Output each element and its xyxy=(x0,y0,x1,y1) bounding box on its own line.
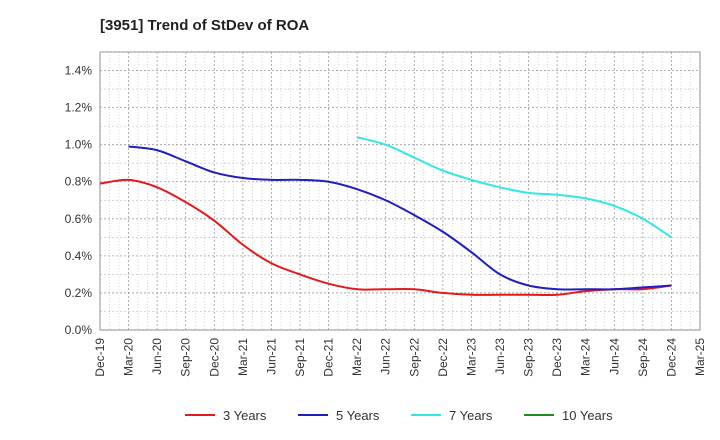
x-tick-label: Jun-24 xyxy=(607,338,621,375)
y-tick-label: 0.4% xyxy=(65,249,93,263)
x-tick-label: Dec-22 xyxy=(436,338,450,377)
x-tick-label: Dec-21 xyxy=(322,338,336,377)
series-line-3-years xyxy=(99,178,672,297)
x-tick-label: Sep-21 xyxy=(293,338,307,377)
y-tick-label: 1.0% xyxy=(65,138,93,152)
x-tick-label: Dec-19 xyxy=(93,338,107,377)
y-axis: 0.0% 0.2% 0.4% 0.6% 0.8% 1.0% 1.2% 1.4% xyxy=(65,64,93,337)
x-tick-label: Dec-23 xyxy=(550,338,564,377)
x-tick-label: Dec-20 xyxy=(207,338,221,377)
y-tick-label: 0.6% xyxy=(65,212,93,226)
y-tick-label: 1.2% xyxy=(65,101,93,115)
x-tick-label: Jun-22 xyxy=(379,338,393,375)
legend-label-3-years: 3 Years xyxy=(223,408,267,423)
series-lines xyxy=(99,136,672,297)
series-line-5-years xyxy=(128,145,672,291)
x-tick-label: Mar-21 xyxy=(236,338,250,376)
x-tick-label: Sep-20 xyxy=(179,338,193,377)
y-tick-label: 1.4% xyxy=(65,64,93,78)
y-tick-label: 0.0% xyxy=(65,323,93,337)
y-tick-label: 0.8% xyxy=(65,175,93,189)
x-tick-label: Jun-23 xyxy=(493,338,507,375)
legend-label-7-years: 7 Years xyxy=(449,408,493,423)
x-tick-label: Jun-20 xyxy=(150,338,164,375)
x-tick-label: Mar-20 xyxy=(122,338,136,376)
legend-label-5-years: 5 Years xyxy=(336,408,380,423)
x-tick-label: Jun-21 xyxy=(264,338,278,375)
y-tick-label: 0.2% xyxy=(65,286,93,300)
x-tick-label: Mar-24 xyxy=(579,338,593,376)
series-line-7-years xyxy=(356,136,672,239)
plot-frame xyxy=(99,51,701,331)
legend-label-10-years: 10 Years xyxy=(562,408,613,423)
chart-title: [3951] Trend of StDev of ROA xyxy=(100,17,309,34)
x-tick-label: Mar-22 xyxy=(350,338,364,376)
x-tick-label: Sep-24 xyxy=(636,338,650,377)
x-tick-label: Dec-24 xyxy=(664,338,678,377)
grid xyxy=(99,51,701,331)
x-tick-label: Sep-22 xyxy=(407,338,421,377)
x-axis: Dec-19 Mar-20 Jun-20 Sep-20 Dec-20 Mar-21 Jun-… xyxy=(93,338,707,377)
legend: 3 Years 5 Years 7 Years 10 Years xyxy=(185,408,613,423)
x-tick-label: Mar-25 xyxy=(693,338,707,376)
plot-area xyxy=(99,51,701,331)
x-tick-label: Sep-23 xyxy=(522,338,536,377)
x-tick-label: Mar-23 xyxy=(464,338,478,376)
